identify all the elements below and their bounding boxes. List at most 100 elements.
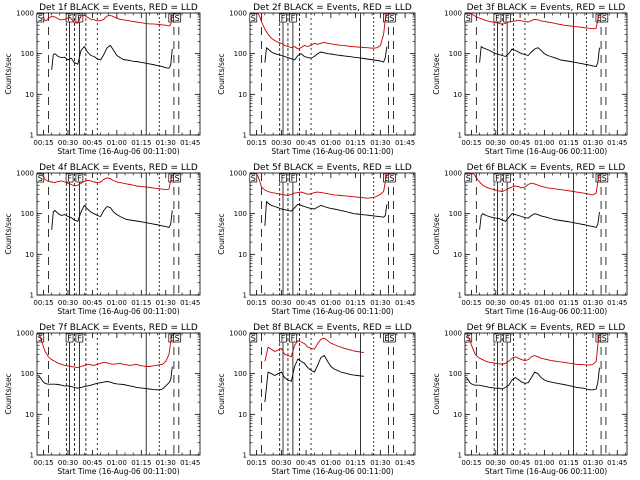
region-marker-label: S (389, 174, 394, 183)
region-marker-box (249, 13, 258, 23)
y-axis-label: Counts/sec (217, 373, 226, 414)
y-tick-label: 1000 (16, 330, 34, 338)
region-marker-label: F (495, 14, 500, 23)
y-axis-label: Counts/sec (432, 213, 441, 254)
plot-frame (249, 172, 416, 296)
region-marker-box (75, 13, 84, 23)
y-tick-label: 1 (30, 132, 34, 140)
region-marker-box (493, 333, 502, 343)
y-tick-label: 1 (458, 292, 462, 300)
y-tick-label: 1 (30, 452, 34, 460)
x-tick-label: 00:45 (296, 459, 316, 467)
region-marker-box (493, 173, 502, 183)
region-marker-box (600, 173, 609, 183)
plot-frame (249, 332, 416, 456)
x-tick-label: 01:30 (156, 459, 176, 467)
chart-panel: 00:15 00:30 00:45 01:00 01:15 01:30 01:45 1 10 10… (432, 3, 628, 156)
x-tick-label: 01:45 (607, 299, 627, 307)
y-tick-label: 1 (243, 132, 247, 140)
y-axis-label: Counts/sec (4, 213, 13, 254)
region-marker-label: S (38, 334, 43, 343)
region-marker-box (65, 333, 74, 343)
series-events-line (264, 200, 388, 226)
x-tick-label: 01:00 (321, 459, 341, 467)
x-tick-label: 01:30 (370, 459, 390, 467)
region-marker-label: F (281, 14, 286, 23)
region-marker-label: F (77, 174, 82, 183)
region-marker-box (249, 173, 258, 183)
x-tick-label: 01:45 (180, 299, 200, 307)
y-tick-label: 1000 (229, 170, 247, 178)
x-tick-label: 01:15 (559, 299, 579, 307)
y-tick-label: 1000 (444, 10, 462, 18)
region-marker-box (279, 333, 287, 343)
region-marker-label: S (602, 14, 607, 23)
x-tick-label: 00:45 (82, 299, 102, 307)
region-marker-box (464, 13, 473, 23)
x-tick-label: 01:00 (321, 139, 341, 147)
x-tick-label: 00:30 (58, 459, 78, 467)
x-tick-label: 01:00 (107, 299, 127, 307)
region-marker-label: S (251, 14, 256, 23)
chart-title: Det 8f BLACK = Events, RED = LLD (253, 323, 412, 333)
region-marker-label: E (170, 334, 175, 343)
region-marker-box (388, 333, 396, 343)
x-tick-label: 00:15 (461, 299, 481, 307)
region-marker-label: F (505, 334, 510, 343)
chart-title: Det 1f BLACK = Events, RED = LLD (39, 3, 198, 13)
region-marker-label: S (251, 174, 256, 183)
x-tick-label: 01:45 (180, 139, 200, 147)
y-tick-label: 1 (30, 292, 34, 300)
x-axis-label: Start Time (16-Aug-06 00:11:00) (485, 467, 607, 476)
region-marker-box (75, 333, 84, 343)
x-axis-label: Start Time (16-Aug-06 00:11:00) (485, 307, 607, 316)
region-marker-box (503, 173, 511, 183)
chart-panel: 00:15 00:30 00:45 01:00 01:15 01:30 01:45 1 10 10… (432, 323, 628, 476)
region-marker-label: S (389, 14, 394, 23)
chart-panel: 00:15 00:30 00:45 01:00 01:15 01:30 01:45 1 10 10… (217, 3, 416, 156)
y-tick-label: 1 (243, 292, 247, 300)
chart-title: Det 9f BLACK = Events, RED = LLD (467, 323, 626, 333)
x-tick-label: 00:45 (510, 299, 530, 307)
y-tick-label: 100 (234, 370, 247, 378)
x-tick-label: 01:00 (107, 139, 127, 147)
y-axis-label: Counts/sec (432, 373, 441, 414)
x-tick-label: 01:15 (346, 459, 366, 467)
y-tick-label: 10 (453, 91, 462, 99)
plot-frame (464, 172, 628, 296)
x-tick-label: 00:30 (486, 459, 506, 467)
x-tick-label: 01:30 (370, 139, 390, 147)
x-tick-label: 00:30 (271, 139, 291, 147)
chart-title: Det 5f BLACK = Events, RED = LLD (253, 163, 412, 173)
region-marker-label: S (175, 174, 180, 183)
x-tick-label: 00:45 (82, 459, 102, 467)
plot-frame (36, 332, 201, 456)
y-tick-label: 100 (21, 50, 34, 58)
chart-panel: 00:15 00:30 00:45 01:00 01:15 01:30 01:45 1 10 10… (4, 163, 201, 316)
chart-panel: 00:15 00:30 00:45 01:00 01:15 01:30 01:45 1 10 10… (4, 323, 201, 476)
plot-frame (464, 332, 628, 456)
region-marker-label: S (38, 174, 43, 183)
x-tick-label: 00:15 (461, 139, 481, 147)
region-marker-box (173, 333, 182, 343)
series-events-line (51, 44, 173, 70)
region-marker-box (503, 333, 511, 343)
chart-panel: 00:15 00:30 00:45 01:00 01:15 01:30 01:45 1 10 10… (432, 163, 628, 316)
x-tick-label: 01:15 (131, 299, 151, 307)
region-marker-box (464, 173, 473, 183)
region-marker-label: S (466, 174, 471, 183)
region-marker-label: S (175, 334, 180, 343)
region-marker-box (65, 13, 74, 23)
region-marker-box (65, 173, 74, 183)
x-tick-label: 00:45 (510, 139, 530, 147)
region-marker-label: S (389, 334, 394, 343)
y-tick-label: 10 (25, 411, 34, 419)
region-marker-box (600, 13, 609, 23)
series-lld-line (41, 174, 173, 191)
region-marker-label: F (67, 174, 72, 183)
region-marker-label: F (505, 174, 510, 183)
x-tick-label: 00:45 (510, 459, 530, 467)
y-tick-label: 10 (453, 411, 462, 419)
y-tick-label: 10 (238, 91, 247, 99)
region-marker-label: S (602, 174, 607, 183)
